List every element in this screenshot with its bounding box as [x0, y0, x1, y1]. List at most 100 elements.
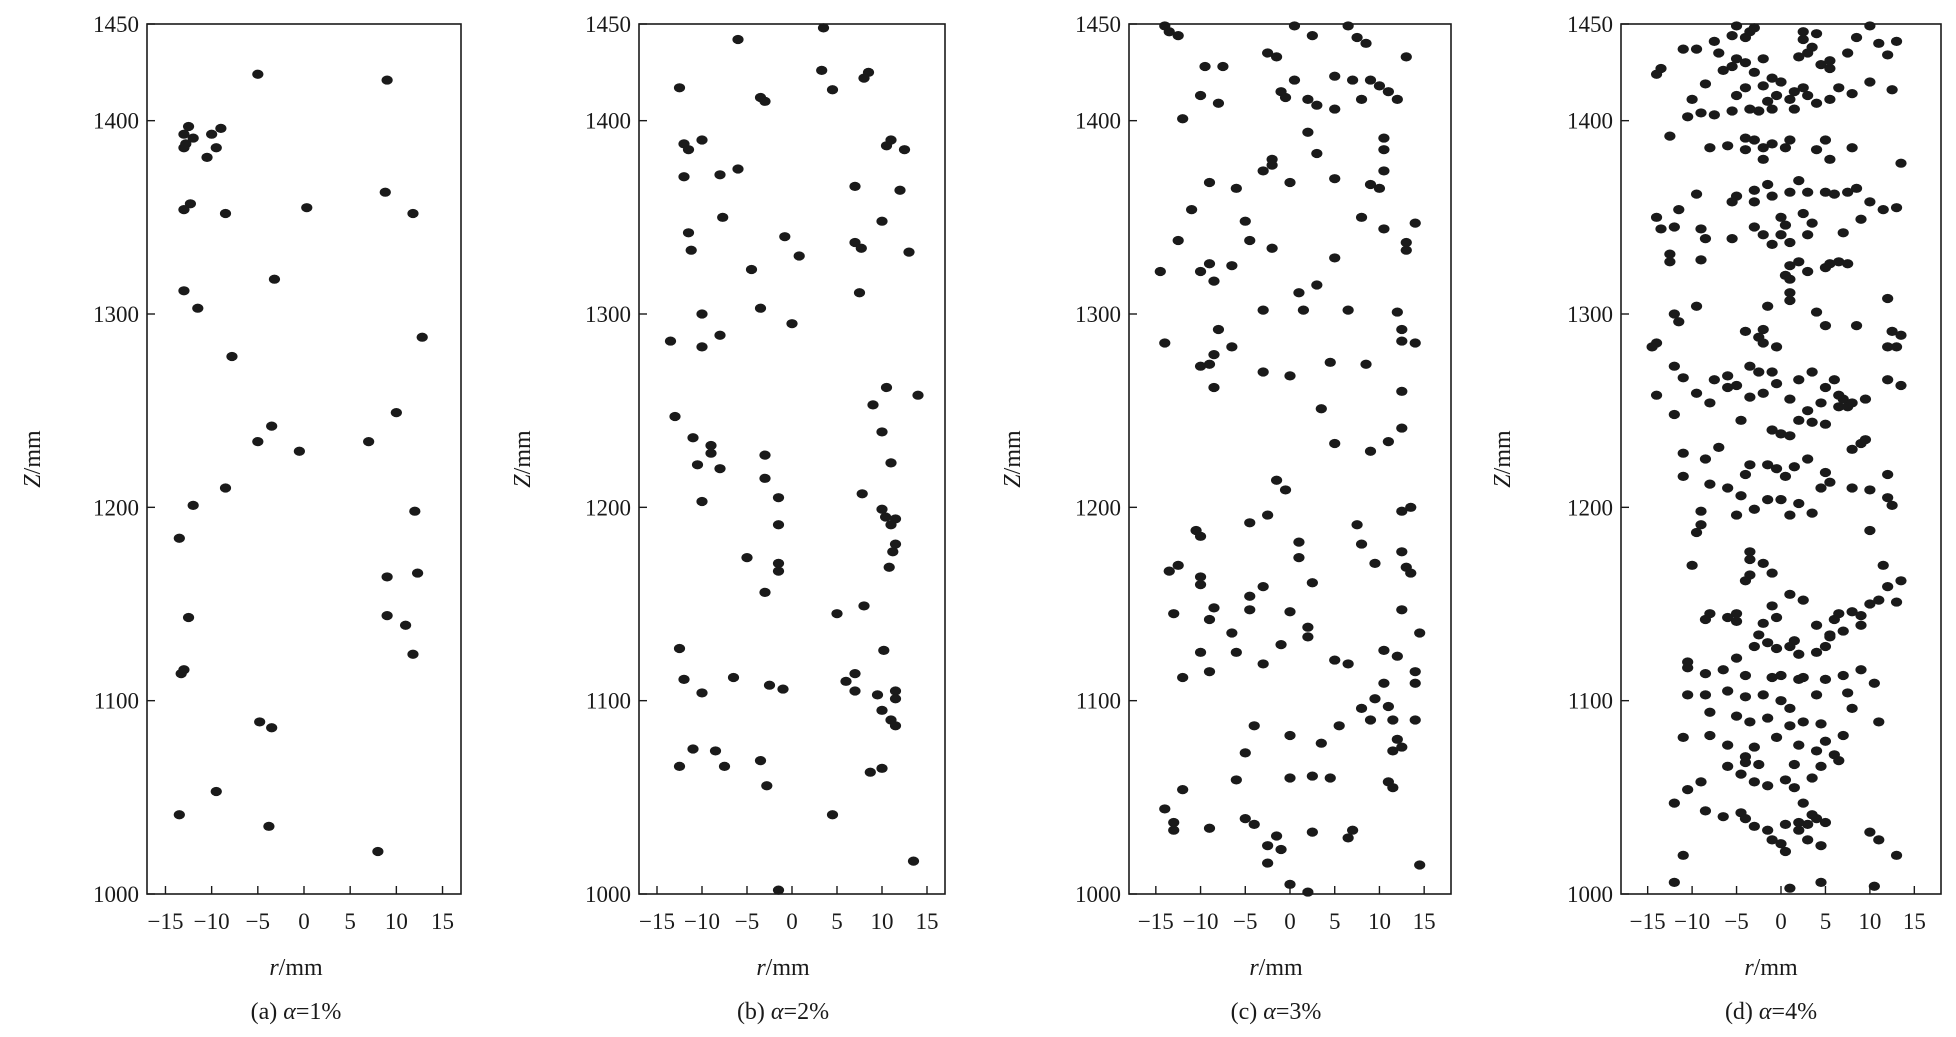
y-tick-label: 1000: [1567, 882, 1613, 907]
data-point: [1762, 825, 1774, 835]
data-point: [1414, 628, 1426, 638]
data-point: [1753, 367, 1765, 377]
data-point: [1400, 52, 1412, 62]
data-point: [1793, 375, 1805, 385]
data-point: [1886, 326, 1898, 336]
data-point: [1806, 417, 1818, 427]
data-point: [1203, 259, 1216, 269]
data-point: [705, 440, 717, 451]
data-point: [1815, 761, 1827, 772]
data-point: [1864, 525, 1876, 536]
data-point: [1203, 823, 1216, 833]
data-point: [1208, 350, 1220, 360]
data-point: [1244, 591, 1256, 601]
data-point: [173, 810, 185, 820]
data-point: [1387, 746, 1399, 756]
plot-frame-a: [146, 23, 462, 895]
data-point: [1677, 448, 1689, 458]
data-point: [1284, 730, 1296, 741]
data-point: [1378, 133, 1390, 143]
data-point: [1172, 560, 1184, 570]
data-point: [1329, 253, 1341, 263]
data-point: [1815, 877, 1827, 888]
data-point: [1882, 469, 1894, 480]
data-point: [1797, 208, 1809, 219]
data-point: [714, 330, 726, 340]
data-point: [1770, 643, 1783, 654]
data-point: [1194, 572, 1207, 582]
data-point: [1387, 783, 1399, 793]
data-point: [263, 821, 275, 831]
data-point: [210, 786, 222, 797]
data-point: [1810, 29, 1823, 39]
data-point: [379, 187, 391, 197]
data-point: [1194, 361, 1207, 371]
data-point: [1409, 678, 1421, 688]
data-point: [1722, 382, 1734, 393]
data-point: [1850, 183, 1863, 193]
y-tick-label: 1000: [585, 882, 631, 907]
data-point: [678, 172, 690, 182]
data-point: [1788, 87, 1800, 97]
data-point: [1784, 721, 1796, 731]
data-point: [1779, 220, 1792, 230]
data-point: [1369, 694, 1381, 704]
data-point: [1347, 75, 1359, 85]
data-point: [912, 390, 924, 400]
data-point: [772, 566, 785, 576]
x-tick-label: 5: [1820, 909, 1832, 934]
y-tick-label: 1400: [1075, 109, 1121, 134]
data-point: [1690, 527, 1703, 538]
data-point: [187, 133, 199, 143]
data-point: [1730, 609, 1743, 619]
data-point: [1730, 21, 1743, 31]
data-point: [1757, 618, 1769, 628]
data-point: [691, 460, 704, 470]
data-point: [1293, 288, 1305, 298]
data-point: [1708, 110, 1720, 120]
data-point: [1824, 154, 1836, 164]
data-point: [1762, 713, 1774, 723]
data-point: [1284, 607, 1296, 617]
data-point: [1302, 622, 1314, 632]
data-point: [1802, 835, 1814, 845]
data-point: [1744, 361, 1756, 371]
data-point: [1735, 491, 1747, 501]
data-point: [1726, 106, 1738, 116]
data-point: [849, 181, 861, 191]
data-point: [1248, 721, 1260, 731]
data-point: [407, 649, 419, 659]
data-point: [1270, 475, 1283, 485]
data-point: [1797, 83, 1809, 93]
data-point: [1655, 224, 1667, 234]
data-point: [1766, 568, 1778, 578]
data-point: [210, 143, 222, 153]
data-point: [1739, 576, 1752, 586]
data-point: [855, 243, 867, 253]
x-tick-label: −10: [1183, 909, 1219, 934]
data-point: [1695, 506, 1707, 516]
data-point: [1288, 75, 1301, 85]
data-point: [1677, 471, 1689, 481]
data-point: [1775, 495, 1787, 505]
data-point: [1677, 850, 1689, 860]
data-point: [1704, 707, 1716, 717]
data-point: [1347, 825, 1359, 835]
data-point: [1279, 485, 1292, 495]
data-point: [1405, 568, 1417, 578]
data-point: [1793, 176, 1805, 186]
data-point: [1784, 589, 1796, 599]
data-point: [1355, 539, 1368, 549]
data-point: [1810, 647, 1823, 657]
data-point: [1409, 715, 1421, 725]
data-point: [1194, 531, 1207, 541]
x-tick-label: −5: [1233, 909, 1257, 934]
data-point: [1793, 825, 1805, 835]
data-point: [1226, 261, 1238, 271]
data-point: [1748, 641, 1760, 652]
data-point: [1396, 742, 1408, 752]
data-point: [1730, 54, 1743, 64]
data-point: [1802, 266, 1814, 277]
ylabel-d: Z/mm: [1490, 430, 1516, 488]
data-point: [1895, 576, 1907, 586]
